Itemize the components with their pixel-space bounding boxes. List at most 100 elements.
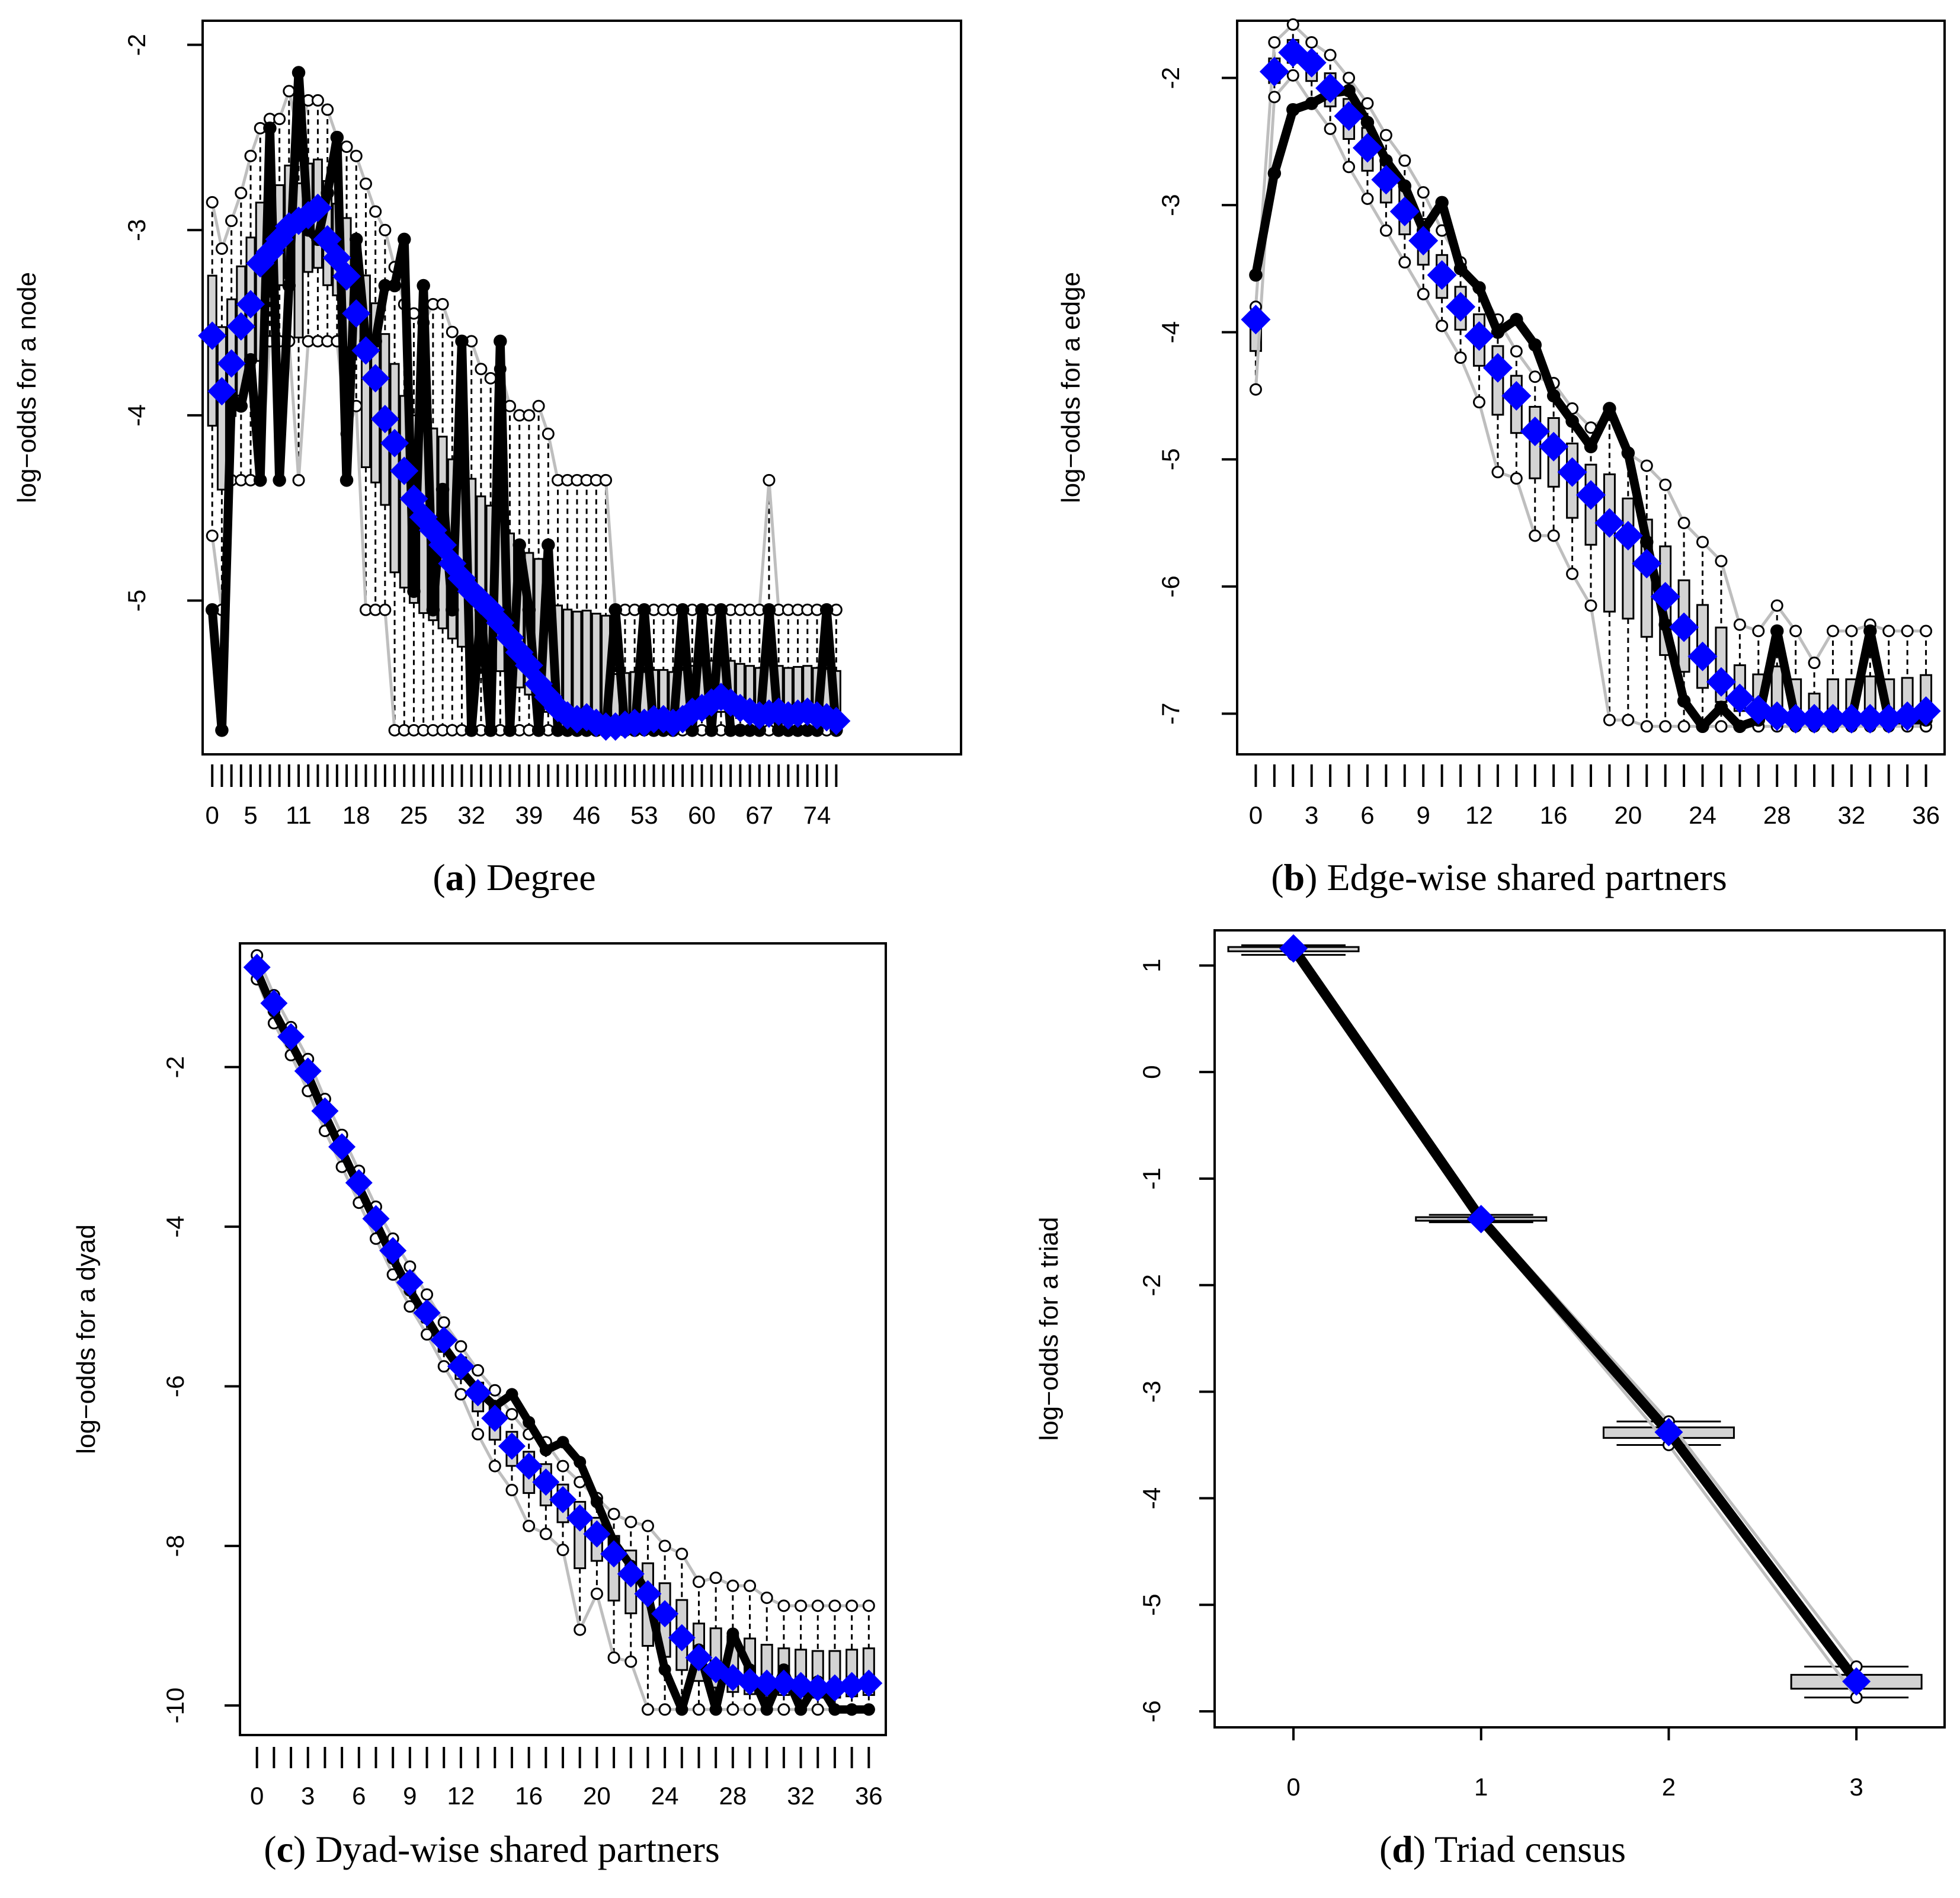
observed-point — [539, 1443, 552, 1457]
observed-point — [782, 724, 795, 737]
x-tick-label: 60 — [688, 801, 716, 829]
ci-upper-point — [1677, 517, 1690, 530]
ci-lower-point — [1529, 529, 1542, 542]
ci-upper-point — [215, 242, 228, 255]
model-diamond — [1650, 581, 1680, 612]
observed-point — [426, 603, 440, 617]
ci-lower-point — [1510, 472, 1523, 485]
x-tick-label: 0 — [1249, 801, 1263, 829]
observed-point — [695, 603, 709, 617]
y-tick-label: -2 — [161, 1056, 189, 1078]
ci-lower-point — [607, 1651, 620, 1664]
observed-point — [1360, 116, 1375, 129]
model-diamond — [243, 953, 271, 981]
observed-point — [1658, 617, 1672, 632]
ci-upper-point — [273, 113, 286, 126]
x-tick-label: 20 — [1614, 801, 1642, 829]
observed-point — [522, 603, 536, 617]
ci-lower-point — [206, 529, 219, 542]
caption-b: (b) Edge-wise shared partners — [1271, 856, 1727, 898]
ci-upper-point — [777, 1599, 790, 1612]
ci-upper-point — [1789, 625, 1802, 638]
observed-point — [810, 724, 824, 737]
ci-upper-point — [624, 1515, 638, 1528]
model-diamond — [736, 1667, 764, 1695]
observed-point — [215, 724, 229, 737]
x-axis: 0 5 11 18 25 32 39 46 53 60 67 74 — [206, 764, 838, 829]
model-series — [1279, 934, 1871, 1696]
ci-upper-point — [1268, 36, 1281, 49]
ci-upper-point — [1379, 129, 1392, 142]
x-tick-label: 24 — [1689, 801, 1716, 829]
ci-lower-point — [1566, 567, 1579, 580]
observed-point — [1491, 325, 1505, 339]
x-tick-label: 74 — [803, 801, 831, 829]
caption-c: (c) Dyad-wise shared partners — [264, 1828, 719, 1870]
model-diamond — [1371, 165, 1401, 195]
plot-frame — [1236, 20, 1946, 756]
y-axis-label: log−odds for a edge — [1056, 272, 1085, 503]
model-diamond — [1632, 549, 1662, 579]
x-tick-label: 5 — [244, 801, 257, 829]
observed-point — [1453, 262, 1468, 276]
model-diamond — [447, 1352, 475, 1380]
x-tick-label: 2 — [1662, 1773, 1676, 1801]
model-diamond — [532, 1468, 560, 1496]
observed-point — [714, 603, 728, 617]
ci-upper-point — [1417, 186, 1430, 199]
ci-upper-point — [675, 1547, 688, 1560]
model-diamond — [311, 1097, 339, 1125]
y-tick-label: -6 — [161, 1375, 189, 1397]
plot-frame — [201, 20, 962, 756]
model-diamond — [515, 1452, 543, 1480]
model-diamond — [1669, 612, 1699, 642]
model-diamond — [294, 1057, 322, 1085]
model-diamond — [198, 321, 227, 350]
y-tick-label: -4 — [123, 404, 150, 426]
model-diamond — [1408, 226, 1439, 256]
model-diamond — [207, 377, 236, 406]
x-tick-label: 25 — [400, 801, 428, 829]
ci-lower-point — [1417, 287, 1430, 300]
model-diamond — [236, 290, 265, 319]
ci-upper-point — [225, 215, 238, 228]
observed-line — [1251, 86, 1926, 731]
model-diamond — [838, 1672, 866, 1699]
observed-point — [1677, 694, 1691, 708]
model-diamond — [1780, 703, 1811, 734]
observed-point — [542, 538, 555, 552]
x-tick-label: 9 — [403, 1782, 417, 1810]
observed-point — [1472, 281, 1486, 295]
y-tick-label: -4 — [161, 1215, 189, 1237]
observed-point — [349, 232, 363, 247]
ci-upper-point — [1752, 625, 1765, 638]
ci-upper-point — [641, 1519, 654, 1532]
y-tick-label: -8 — [161, 1535, 189, 1557]
ci-lower-point — [1472, 396, 1485, 409]
observed-point — [1528, 338, 1542, 352]
model-diamond — [753, 1669, 781, 1697]
ci-upper-point — [1361, 97, 1374, 110]
ci-upper-point — [311, 94, 324, 107]
model-diamond — [1613, 520, 1643, 550]
model-diamond — [226, 312, 255, 341]
ci-upper-point — [709, 1571, 722, 1585]
observed-point — [734, 724, 747, 737]
x-tick-label: 3 — [301, 1782, 315, 1810]
x-tick-label: 0 — [206, 801, 219, 829]
ci-lower-point — [454, 1388, 467, 1401]
ci-upper-point — [484, 372, 497, 385]
observed-point — [791, 724, 805, 737]
ci-upper-point — [454, 1340, 467, 1353]
y-axis-label: log−odds for a node — [12, 272, 41, 503]
model-diamond — [1427, 260, 1457, 290]
model-diamond — [651, 1600, 679, 1628]
ci-lower-point — [1361, 192, 1374, 205]
ci-upper-point — [1286, 18, 1299, 31]
y-tick-label: -5 — [1138, 1594, 1165, 1616]
ci-upper-point — [760, 1591, 773, 1604]
observed-point — [1714, 700, 1728, 714]
x-tick-label: 28 — [1763, 801, 1791, 829]
y-axis: -2 -4 -6 -8 -10 — [161, 1056, 240, 1724]
